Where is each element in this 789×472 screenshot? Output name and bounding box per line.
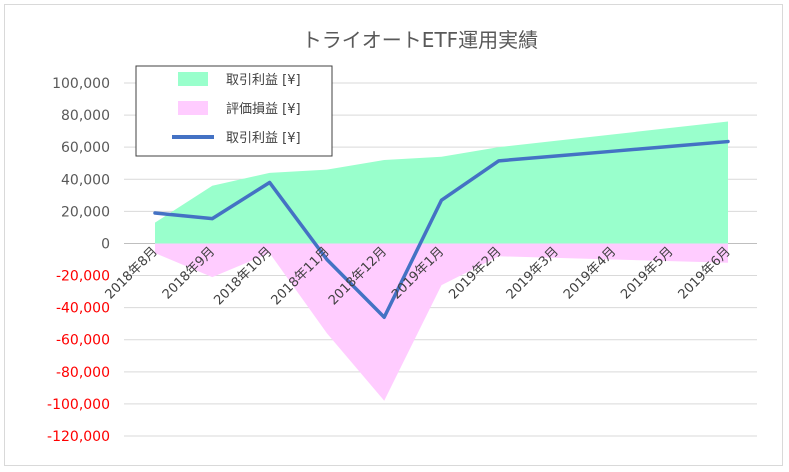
y-tick-label: 40,000 (61, 172, 110, 188)
y-axis-ticks: 100,000 80,000 60,000 40,000 20,000 0 -20,000 -… (47, 76, 110, 445)
legend: 取引利益 [¥] 評価損益 [¥] 取引利益 [¥] (135, 65, 333, 157)
legend-swatch-trade-profit-area (178, 72, 208, 86)
y-tick-label: 0 (101, 236, 110, 252)
y-tick-label: -100,000 (47, 397, 110, 413)
line-series-trade-profit (153, 139, 730, 320)
x-tick-label: 2018年8月 (103, 244, 161, 302)
y-tick-label: -40,000 (56, 301, 110, 317)
legend-box (135, 65, 333, 157)
line-series (153, 139, 730, 320)
legend-swatch-valuation-area (178, 101, 208, 115)
y-tick-label: -120,000 (47, 429, 110, 445)
y-tick-label: 80,000 (61, 108, 110, 124)
y-tick-label: -80,000 (56, 365, 110, 381)
y-tick-label: 100,000 (52, 76, 110, 92)
area-series (155, 121, 728, 401)
area-series-fill (155, 243, 728, 401)
chart-title: トライオートETF運用実績 (302, 28, 538, 52)
y-tick-label: 60,000 (61, 140, 110, 156)
legend-label-trade-profit-line: 取引利益 [¥] (226, 131, 301, 146)
legend-label-trade-profit-area: 取引利益 [¥] (226, 73, 301, 88)
legend-label-valuation: 評価損益 [¥] (226, 102, 301, 117)
y-tick-label: -60,000 (56, 333, 110, 349)
y-tick-label: 20,000 (61, 204, 110, 220)
y-tick-label: -20,000 (56, 269, 110, 285)
